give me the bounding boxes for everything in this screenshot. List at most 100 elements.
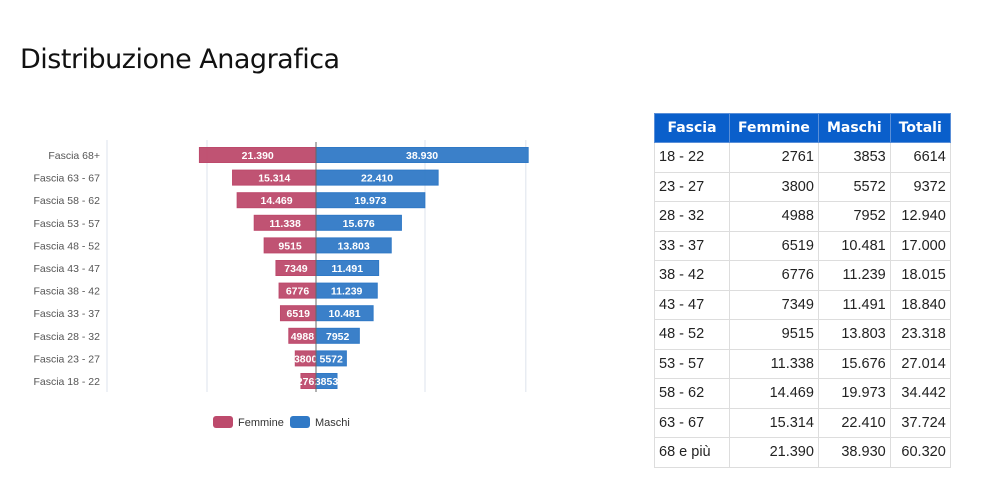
table-cell: 7349 — [729, 289, 819, 320]
table-row: 33 - 37 6519 10.481 17.000 — [654, 230, 951, 261]
table-cell: 3800 — [729, 171, 819, 202]
table-cell: 6614 — [889, 142, 951, 173]
table-row: 53 - 57 11.338 15.676 27.014 — [654, 348, 951, 379]
data-table: Fascia Femmine Maschi Totali 18 - 22 2761 385… — [654, 113, 951, 468]
category-label: Fascia 63 - 67 — [33, 173, 100, 185]
table-row: 28 - 32 4988 7952 12.940 — [654, 201, 951, 232]
table-cell: 18 - 22 — [654, 142, 730, 173]
population-pyramid-chart: Fascia 68+ 21.390 38.930 Fascia 63 - 67 15.3… — [33, 140, 529, 429]
category-label: Fascia 53 - 57 — [33, 218, 100, 230]
legend-label-maschi: Maschi — [315, 417, 350, 429]
table-cell: 3853 — [817, 142, 891, 173]
table-cell: 38.930 — [817, 437, 891, 468]
table-row: 63 - 67 15.314 22.410 37.724 — [654, 407, 951, 438]
data-label: 7952 — [326, 331, 350, 343]
table-header-row: Fascia Femmine Maschi Totali — [654, 113, 951, 143]
data-label: 6519 — [287, 308, 311, 320]
table-cell: 21.390 — [729, 437, 819, 468]
table-row: 43 - 47 7349 11.491 18.840 — [654, 289, 951, 320]
category-label: Fascia 68+ — [48, 150, 100, 162]
column-header: Femmine — [729, 113, 819, 143]
table-cell: 4988 — [729, 201, 819, 232]
legend-swatch-femmine — [213, 416, 233, 428]
table-cell: 12.940 — [889, 201, 951, 232]
table-cell: 6519 — [729, 230, 819, 261]
table-cell: 15.314 — [729, 407, 819, 438]
table-cell: 68 e più — [654, 437, 730, 468]
table-row: 38 - 42 6776 11.239 18.015 — [654, 260, 951, 291]
data-label: 21.390 — [242, 150, 274, 162]
table-cell: 18.840 — [889, 289, 951, 320]
category-label: Fascia 23 - 27 — [33, 353, 100, 365]
data-label: 2761 — [297, 376, 321, 388]
table-cell: 7952 — [817, 201, 891, 232]
table-row: 48 - 52 9515 13.803 23.318 — [654, 319, 951, 350]
page-title: Distribuzione Anagrafica — [20, 44, 340, 75]
data-label: 4988 — [291, 331, 315, 343]
table-cell: 6776 — [729, 260, 819, 291]
table-cell: 2761 — [729, 142, 819, 173]
table-cell: 11.338 — [729, 348, 819, 379]
table-cell: 9372 — [889, 171, 951, 202]
category-label: Fascia 18 - 22 — [33, 376, 100, 388]
table-cell: 10.481 — [817, 230, 891, 261]
data-label: 38.930 — [406, 150, 438, 162]
table-cell: 63 - 67 — [654, 407, 730, 438]
data-label: 11.491 — [332, 263, 364, 275]
table-cell: 18.015 — [889, 260, 951, 291]
column-header: Totali — [889, 113, 951, 143]
data-label: 22.410 — [361, 173, 393, 185]
table-cell: 14.469 — [729, 378, 819, 409]
category-label: Fascia 58 - 62 — [33, 195, 100, 207]
table-cell: 15.676 — [817, 348, 891, 379]
table-cell: 27.014 — [889, 348, 951, 379]
data-label: 15.676 — [343, 218, 375, 230]
legend-swatch-maschi — [290, 416, 310, 428]
table-cell: 53 - 57 — [654, 348, 730, 379]
data-label: 14.469 — [261, 195, 293, 207]
table-cell: 17.000 — [889, 230, 951, 261]
table-cell: 9515 — [729, 319, 819, 350]
table-cell: 34.442 — [889, 378, 951, 409]
category-label: Fascia 28 - 32 — [33, 331, 100, 343]
category-label: Fascia 43 - 47 — [33, 263, 100, 275]
table-cell: 22.410 — [817, 407, 891, 438]
data-label: 11.239 — [331, 286, 363, 298]
data-label: 7349 — [284, 263, 308, 275]
table-cell: 43 - 47 — [654, 289, 730, 320]
data-label: 13.803 — [338, 240, 370, 252]
category-label: Fascia 48 - 52 — [33, 240, 100, 252]
column-header: Fascia — [654, 113, 730, 143]
table-cell: 5572 — [817, 171, 891, 202]
data-label: 10.481 — [328, 308, 360, 320]
table-cell: 23 - 27 — [654, 171, 730, 202]
table-cell: 19.973 — [817, 378, 891, 409]
table-cell: 13.803 — [817, 319, 891, 350]
legend-label-femmine: Femmine — [238, 417, 284, 429]
table-cell: 11.239 — [817, 260, 891, 291]
data-label: 19.973 — [354, 195, 386, 207]
category-label: Fascia 38 - 42 — [33, 286, 100, 298]
table-cell: 28 - 32 — [654, 201, 730, 232]
table-cell: 58 - 62 — [654, 378, 730, 409]
data-label: 15.314 — [258, 173, 290, 185]
data-label: 9515 — [278, 240, 302, 252]
table-cell: 60.320 — [889, 437, 951, 468]
data-label: 3853 — [315, 376, 339, 388]
table-cell: 38 - 42 — [654, 260, 730, 291]
column-header: Maschi — [817, 113, 891, 143]
table-cell: 23.318 — [889, 319, 951, 350]
data-label: 5572 — [320, 353, 344, 365]
table-cell: 37.724 — [889, 407, 951, 438]
table-row: 18 - 22 2761 3853 6614 — [654, 142, 951, 173]
data-label: 6776 — [286, 286, 310, 298]
category-label: Fascia 33 - 37 — [33, 308, 100, 320]
table-row: 58 - 62 14.469 19.973 34.442 — [654, 378, 951, 409]
table-cell: 11.491 — [817, 289, 891, 320]
table-row: 23 - 27 3800 5572 9372 — [654, 171, 951, 202]
table-cell: 33 - 37 — [654, 230, 730, 261]
table-row: 68 e più 21.390 38.930 60.320 — [654, 437, 951, 468]
table-cell: 48 - 52 — [654, 319, 730, 350]
data-label: 3800 — [294, 353, 318, 365]
data-label: 11.338 — [269, 218, 301, 230]
